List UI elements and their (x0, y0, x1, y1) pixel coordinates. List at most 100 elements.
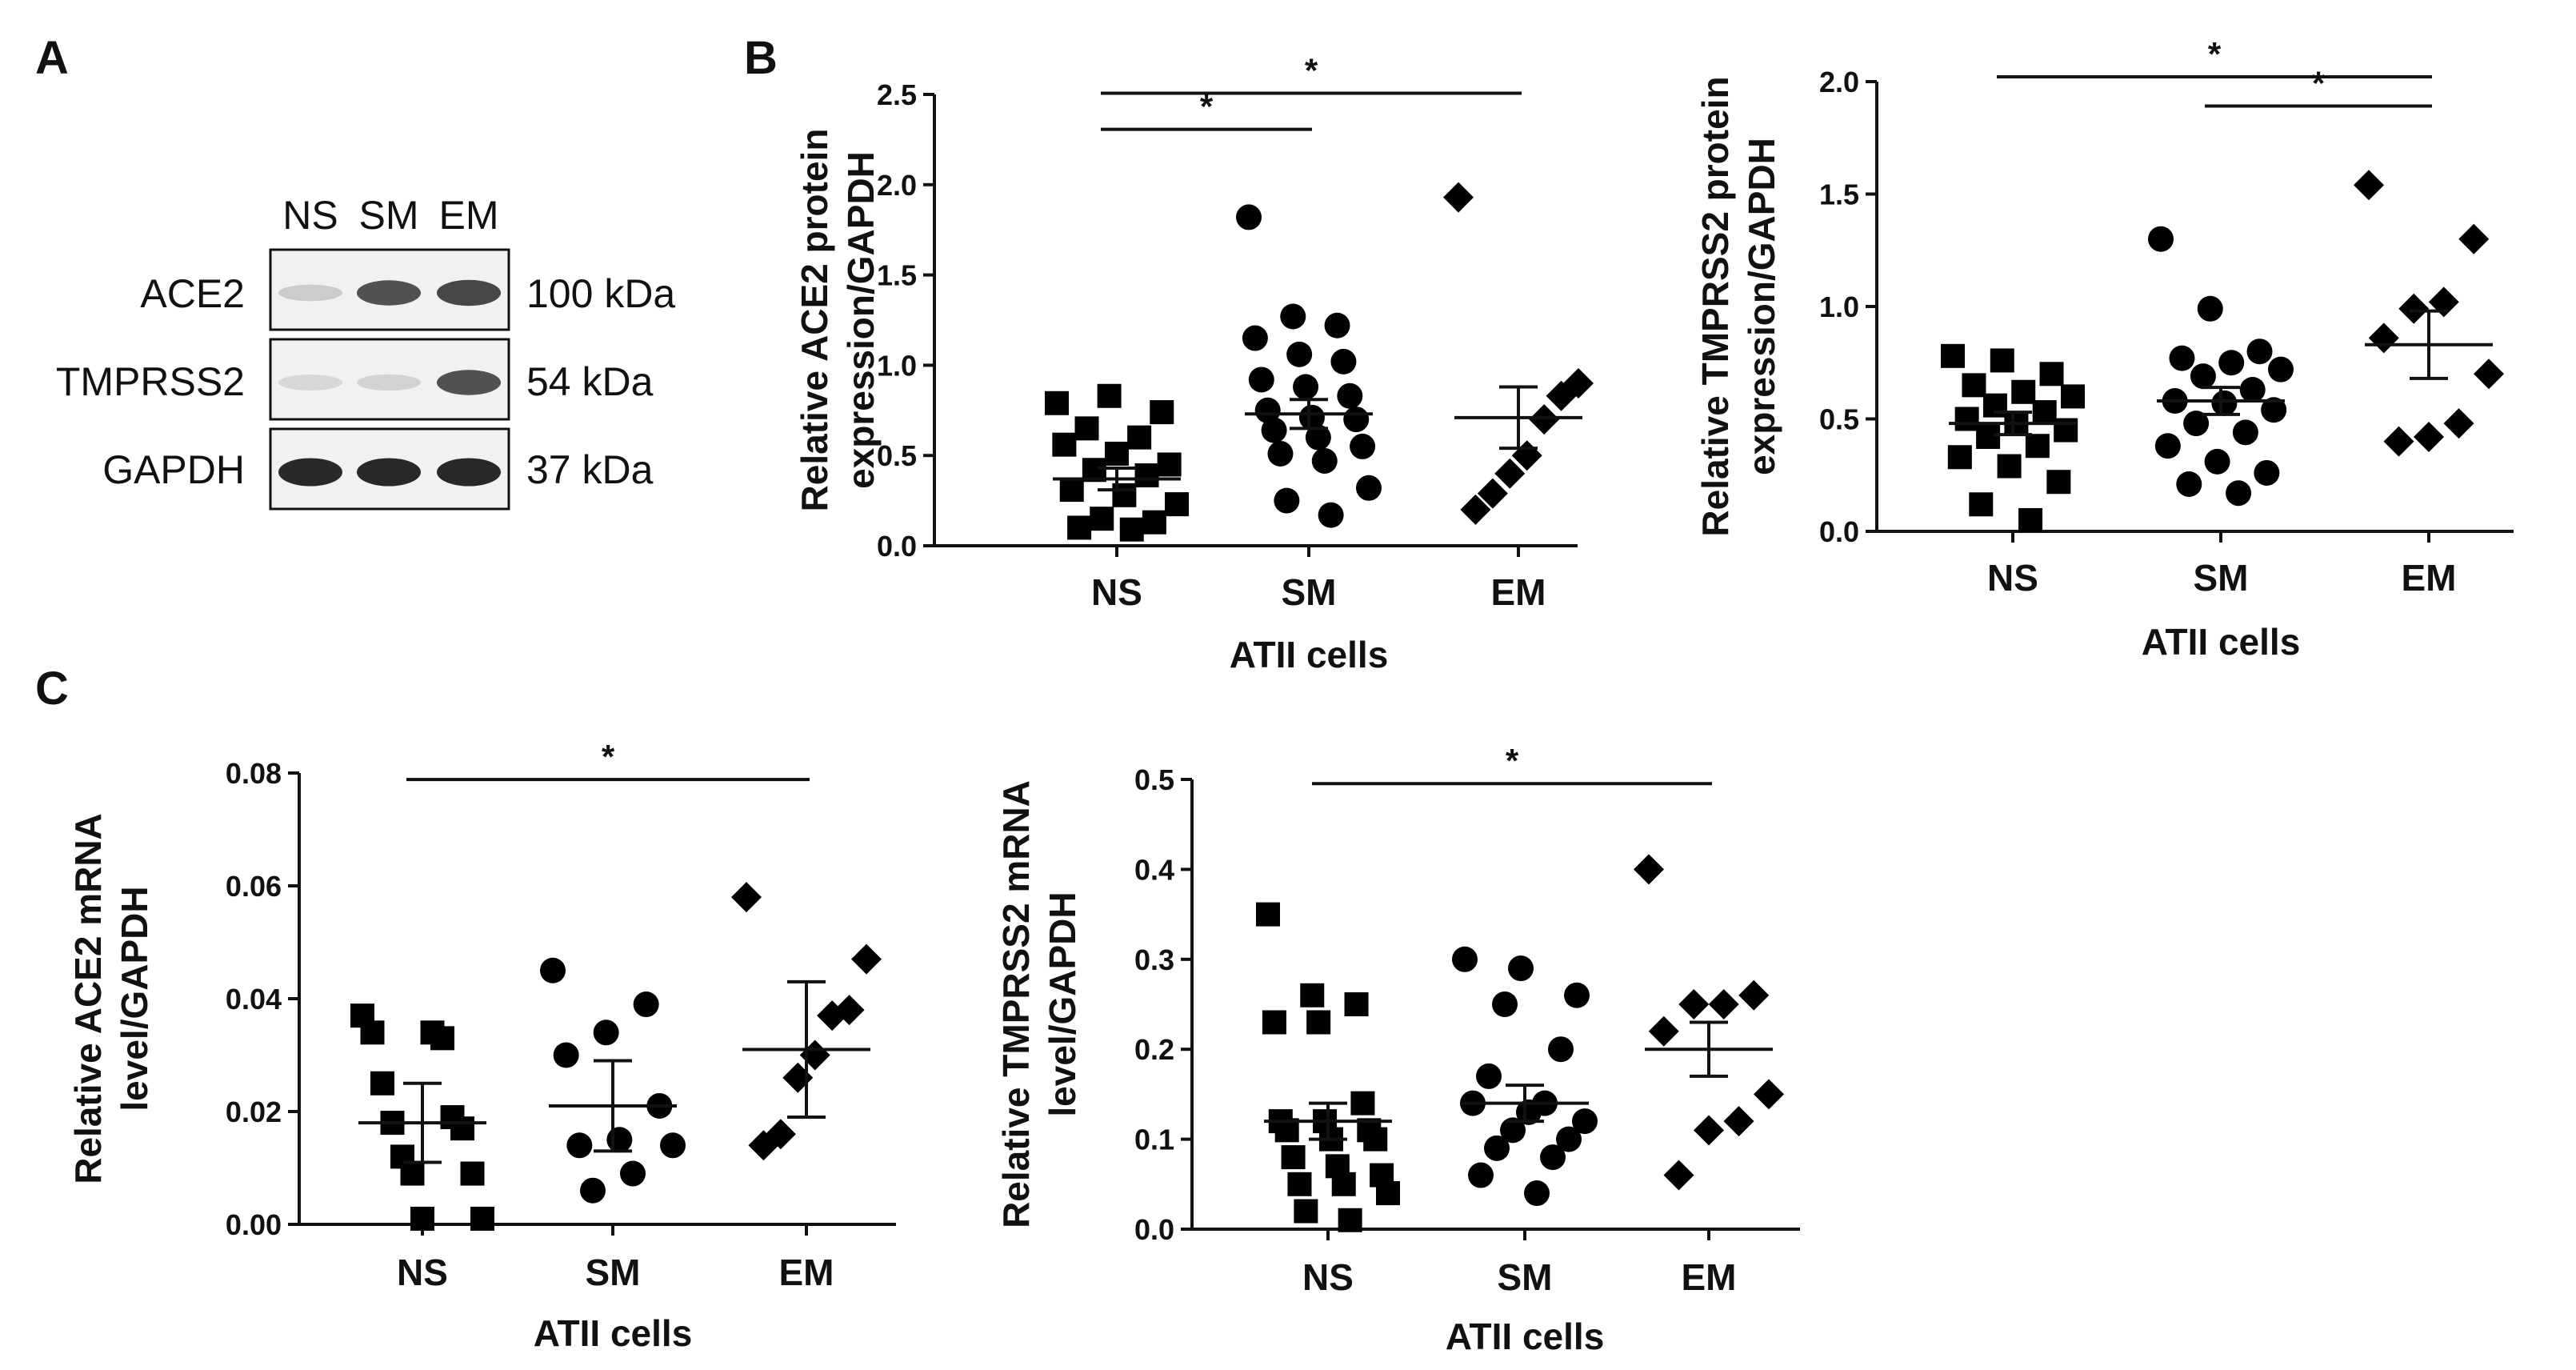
data-point-sm (1516, 1099, 1542, 1125)
data-point-sm (2176, 471, 2202, 497)
data-point-ns (1962, 373, 1986, 398)
x-tick-label-ns: NS (1987, 557, 2038, 599)
data-point-ns (2018, 507, 2043, 532)
data-point-sm (1572, 1108, 1598, 1135)
data-point-em (1460, 494, 1491, 525)
data-point-ns (400, 1161, 425, 1186)
x-axis-title: ATII cells (534, 1312, 693, 1354)
data-point-ns (1363, 1127, 1388, 1152)
x-tick-label-sm: SM (1498, 1256, 1553, 1298)
chart-tmprss2-protein: 0.0 0.5 1.0 1.5 2.0 NS SM EM ATII cells Relative … (1694, 35, 2514, 663)
y-axis-title-line: level/GAPDH (1042, 891, 1083, 1116)
data-point-sm (1556, 1126, 1582, 1152)
data-point-em (731, 882, 762, 913)
data-point-sm (2239, 376, 2266, 403)
y-tick-label: 1.0 (877, 349, 917, 382)
data-point-sm (1311, 447, 1338, 474)
wb-lane-label-sm: SM (359, 193, 419, 238)
x-tick-label-em: EM (1491, 571, 1546, 613)
data-point-ns (1067, 515, 1092, 540)
data-point-em (2474, 359, 2504, 390)
y-tick-label: 0.3 (1134, 943, 1174, 976)
data-point-sm (1267, 440, 1294, 467)
data-point-sm (606, 1127, 633, 1153)
data-point-ns (470, 1206, 494, 1231)
data-point-em (2383, 426, 2414, 457)
y-tick-label: 0.06 (226, 870, 282, 903)
chart-ace2-protein: 0.0 0.5 1.0 1.5 2.0 2.5 NS SM EM ATII cells Relati… (794, 52, 1594, 675)
data-point-sm (620, 1160, 646, 1187)
data-point-ns (2039, 362, 2064, 387)
data-point-ns (1090, 507, 1114, 531)
wb-band-gapdh-em (437, 458, 501, 487)
x-tick-label-em: EM (2402, 557, 2457, 599)
data-point-ns (2046, 470, 2071, 495)
data-point-ns (1134, 463, 1159, 488)
data-point-sm (1350, 433, 1376, 459)
data-point-sm (1293, 374, 1319, 400)
data-point-sm (1274, 487, 1300, 514)
data-point-ns (1127, 425, 1152, 450)
data-point-sm (2148, 226, 2174, 252)
data-point-ns (410, 1206, 434, 1231)
y-tick-label: 0.2 (1134, 1033, 1174, 1066)
y-axis-title-line: expression/GAPDH (1741, 138, 1782, 475)
y-tick-label: 0.5 (1134, 763, 1174, 796)
y-tick-label: 0.4 (1134, 853, 1174, 886)
data-point-sm (1280, 303, 1306, 330)
wb-band-tmprss2-ns (278, 375, 342, 391)
data-point-em (1546, 380, 1577, 411)
data-point-em (782, 1062, 814, 1093)
data-point-em (1723, 1106, 1754, 1137)
data-point-em (1443, 182, 1474, 213)
data-point-ns (1045, 391, 1069, 415)
x-tick-label-em: EM (1682, 1256, 1737, 1298)
y-tick-label: 0.5 (877, 439, 917, 472)
data-point-em (748, 1130, 779, 1161)
data-point-ns (2061, 384, 2085, 409)
data-point-sm (2254, 459, 2280, 486)
data-point-sm (2232, 419, 2258, 446)
y-axis-title-line: level/GAPDH (114, 886, 155, 1111)
y-tick-label: 1.0 (1819, 290, 1859, 323)
data-point-sm (2204, 448, 2230, 475)
data-point-ns (1350, 1091, 1375, 1116)
significance-star: * (1506, 742, 1519, 779)
data-point-ns (1142, 510, 1166, 535)
data-point-sm (1242, 325, 1268, 351)
data-point-em (799, 1040, 830, 1071)
data-point-sm (1500, 1117, 1526, 1144)
y-tick-label: 0.5 (1819, 403, 1859, 436)
data-point-ns (2054, 418, 2078, 443)
wb-band-gapdh-sm (357, 458, 421, 487)
data-point-sm (1476, 1063, 1502, 1089)
x-tick-label-em: EM (779, 1252, 834, 1293)
y-tick-label: 0.08 (226, 757, 282, 790)
data-point-em (2368, 322, 2399, 354)
y-tick-label: 0.02 (226, 1096, 282, 1128)
data-point-sm (1356, 475, 1382, 501)
data-point-sm (2268, 356, 2294, 383)
data-point-ns (2032, 400, 2057, 425)
x-tick-label-sm: SM (2194, 557, 2249, 599)
data-point-sm (1564, 982, 1590, 1008)
significance-star: * (602, 738, 615, 775)
data-point-sm (2246, 338, 2273, 365)
data-point-ns (450, 1116, 474, 1141)
data-point-ns (1097, 383, 1122, 408)
chart-tmprss2-mrna: 0.0 0.1 0.2 0.3 0.4 0.5 NS SM EM ATII cells Relati… (995, 742, 1800, 1357)
western-blot: NS SM EM ACE2 TMPRSS2 GAPDH 100 kDa 54 k… (56, 193, 675, 511)
data-point-ns (1294, 1199, 1318, 1224)
data-point-em (817, 1000, 848, 1032)
data-point-ns (460, 1161, 485, 1186)
y-axis-title-line: Relative ACE2 mRNA (67, 813, 109, 1184)
data-point-sm (540, 957, 566, 983)
panel-label-b: B (744, 32, 778, 84)
data-point-sm (1254, 397, 1281, 423)
chart-ace2-mrna: 0.00 0.02 0.04 0.06 0.08 NS SM EM ATII cells Rela… (67, 738, 896, 1354)
data-point-ns (1119, 517, 1144, 542)
data-point-em (1738, 979, 1770, 1011)
data-point-ns (1287, 1172, 1312, 1196)
data-point-ns (1150, 400, 1174, 425)
